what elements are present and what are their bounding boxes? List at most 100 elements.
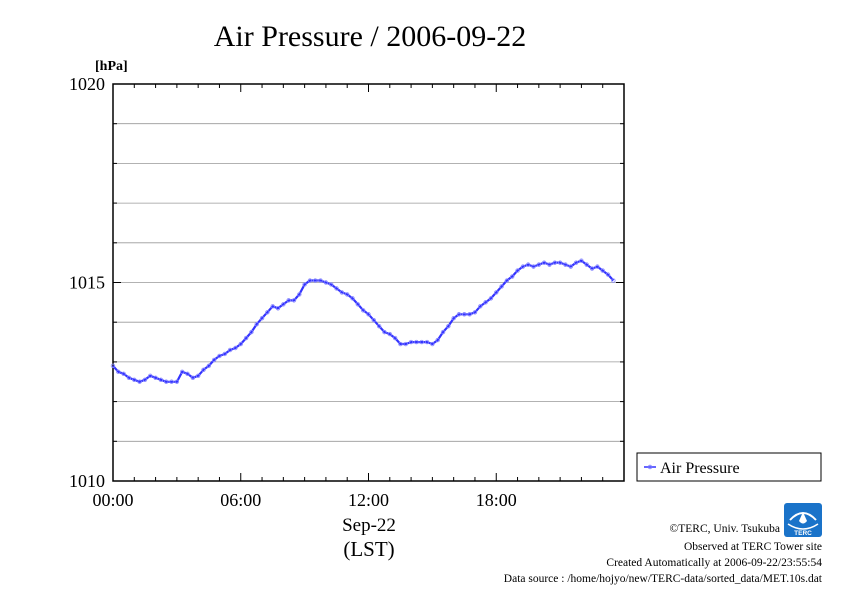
x-tick-label: 00:00: [92, 490, 133, 510]
data-point: [382, 329, 387, 335]
data-point: [121, 371, 126, 377]
data-point: [605, 272, 611, 277]
data-point: [573, 260, 579, 265]
data-point: [552, 260, 558, 265]
y-tick-label: 1020: [69, 74, 105, 94]
data-point: [126, 375, 132, 380]
data-point: [435, 337, 440, 343]
y-tick-label: 1010: [69, 471, 105, 491]
data-point: [174, 379, 180, 384]
data-point: [478, 304, 483, 309]
x-tick-label: 12:00: [348, 490, 389, 510]
data-point: [153, 375, 158, 380]
source-text: Data source : /home/hojyo/new/TERC-data/…: [504, 573, 823, 585]
data-point: [467, 312, 472, 317]
legend-label: Air Pressure: [660, 460, 740, 477]
data-point: [440, 329, 446, 335]
data-point: [116, 369, 121, 375]
data-point: [488, 296, 494, 301]
x-axis-date-label: Sep-22: [342, 515, 396, 536]
data-point: [291, 298, 297, 303]
data-point: [403, 341, 408, 347]
data-point: [510, 274, 515, 279]
logo-text: TERC: [794, 530, 812, 537]
data-point: [483, 300, 488, 305]
data-point: [541, 260, 547, 265]
data-point: [499, 284, 504, 289]
series-line: [112, 259, 615, 383]
data-point: [424, 339, 430, 345]
data-point: [222, 351, 227, 357]
data-point: [360, 308, 366, 313]
data-point: [286, 298, 291, 303]
data-point: [185, 371, 190, 377]
data-point: [137, 379, 142, 384]
data-point: [243, 335, 249, 341]
x-tick-label: 06:00: [220, 490, 261, 510]
data-point: [206, 363, 212, 369]
data-point: [142, 377, 148, 382]
legend-marker: [647, 464, 653, 470]
data-point: [600, 268, 605, 273]
data-point: [446, 323, 451, 329]
data-point: [323, 280, 329, 285]
terc-logo: TERC: [784, 503, 822, 537]
data-point: [595, 264, 600, 269]
data-point: [355, 302, 361, 307]
data-point: [345, 292, 350, 297]
data-point: [371, 318, 377, 323]
data-point: [190, 375, 196, 380]
x-axis: 00:00 06:00 12:00 18:00: [92, 84, 625, 510]
data-point: [456, 312, 462, 317]
data-point: [376, 323, 382, 329]
data-point: [525, 262, 531, 267]
y-tick-label: 1015: [69, 273, 105, 293]
data-point: [334, 286, 339, 291]
data-point: [164, 379, 169, 384]
data-point: [339, 290, 345, 295]
data-point: [579, 258, 584, 263]
data-point: [313, 278, 318, 283]
data-point: [408, 339, 414, 345]
y-axis: 1010 1015 1020: [69, 74, 624, 491]
data-point: [281, 302, 286, 307]
data-point: [531, 264, 536, 269]
data-point: [584, 262, 589, 267]
y-unit-label: [hPa]: [95, 59, 128, 74]
data-point: [275, 306, 281, 311]
legend-box: [636, 452, 822, 482]
data-point: [265, 310, 270, 315]
data-point: [387, 331, 392, 337]
data-point: [179, 369, 185, 375]
data-point: [297, 292, 302, 297]
data-point: [148, 373, 153, 378]
credit-text: ©TERC, Univ. Tsukuba: [670, 523, 780, 535]
data-point: [520, 264, 526, 269]
data-point: [233, 345, 238, 351]
data-point: [238, 341, 243, 347]
data-point: [217, 353, 222, 359]
series-layer: [110, 258, 616, 384]
data-point: [557, 260, 563, 265]
data-point: [110, 363, 116, 369]
x-tick-label: 18:00: [476, 490, 517, 510]
data-point: [201, 367, 206, 373]
data-point: [462, 312, 467, 317]
data-point: [414, 339, 419, 345]
data-point: [249, 329, 254, 335]
data-point: [536, 262, 542, 267]
data-point: [515, 268, 520, 273]
data-point: [611, 278, 616, 283]
created-text: Created Automatically at 2006-09-22/23:5…: [606, 557, 822, 569]
data-point: [504, 278, 510, 283]
data-point: [302, 282, 307, 287]
data-point: [494, 290, 499, 295]
legend: Air Pressure: [636, 452, 822, 482]
data-point: [563, 262, 568, 267]
data-point: [158, 377, 164, 382]
data-point: [195, 373, 201, 378]
data-point: [451, 316, 456, 321]
grid-lines: [113, 123, 624, 442]
data-point: [307, 278, 313, 283]
